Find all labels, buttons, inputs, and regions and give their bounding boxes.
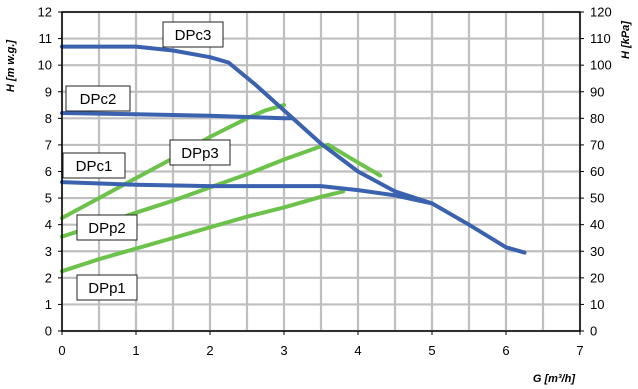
y2-axis-label: H [kPa] — [620, 21, 632, 59]
x-tick-label: 7 — [576, 343, 583, 358]
callout-label: DPc2 — [80, 91, 117, 108]
y2-tick-label: 120 — [590, 5, 612, 20]
y-tick-label: 4 — [45, 217, 52, 232]
callout-box — [162, 21, 224, 48]
series-line-dpc1 — [60, 180, 434, 206]
series-line-dpp1 — [60, 189, 346, 274]
callout-label: DPp2 — [88, 220, 126, 237]
x-tick-label: 0 — [58, 343, 65, 358]
y2-tick-label: 70 — [590, 137, 604, 152]
series-line-dpc3 — [60, 44, 527, 255]
grid — [60, 10, 582, 333]
callout-label: DPc3 — [175, 27, 212, 44]
callout-dpc2: DPc2 — [65, 85, 131, 112]
y-tick-label: 2 — [45, 270, 52, 285]
x-tick-label: 5 — [428, 343, 435, 358]
y2-tick-label: 20 — [590, 270, 604, 285]
callout-box — [65, 85, 131, 112]
y-tick-label: 8 — [45, 111, 52, 126]
y2-tick-label: 80 — [590, 111, 604, 126]
y2-tick-label: 50 — [590, 191, 604, 206]
x-tick-label: 1 — [132, 343, 139, 358]
y-tick-label: 12 — [38, 5, 52, 20]
series-line-dpc2 — [60, 111, 294, 121]
y2-tick-label: 110 — [590, 31, 611, 46]
y2-tick-label: 0 — [590, 324, 597, 339]
callout-label: DPp1 — [88, 280, 126, 297]
callout-box — [76, 274, 138, 301]
series-callouts: DPc3 DPc2 DPc1 DPp3 DPp2 DPp1 — [62, 21, 231, 301]
callout-label: DPc1 — [76, 158, 113, 175]
callout-box — [62, 152, 126, 179]
x-tick-label: 4 — [354, 343, 361, 358]
callout-dpp3: DPp3 — [169, 139, 231, 166]
y-tick-label: 10 — [38, 58, 52, 73]
y-tick-label: 7 — [45, 137, 52, 152]
x-tick-label: 6 — [502, 343, 509, 358]
y2-tick-label: 40 — [590, 217, 604, 232]
y-tick-label: 0 — [45, 324, 52, 339]
x-tick-label: 3 — [280, 343, 287, 358]
y-tick-label: 3 — [45, 244, 52, 259]
callout-label: DPp3 — [181, 145, 219, 162]
y2-tick-label: 30 — [590, 244, 604, 259]
x-tick-label: 2 — [206, 343, 213, 358]
y2-tick-label: 90 — [590, 84, 604, 99]
axes-ticks: 0123456789101112010203040506070809010011… — [38, 5, 612, 359]
y2-tick-label: 60 — [590, 164, 604, 179]
y-axis-label: H [m w.g.] — [5, 40, 17, 92]
y2-tick-label: 10 — [590, 297, 604, 312]
callout-dpc1: DPc1 — [62, 152, 126, 179]
y-tick-label: 9 — [45, 84, 52, 99]
y2-tick-label: 100 — [590, 58, 612, 73]
y-tick-label: 6 — [45, 164, 52, 179]
x-axis-label: G [m³/h] — [533, 373, 575, 385]
callout-dpp2: DPp2 — [76, 214, 138, 241]
callout-dpp1: DPp1 — [76, 274, 138, 301]
y-tick-label: 5 — [45, 191, 52, 206]
y-tick-label: 1 — [45, 297, 52, 312]
callout-box — [76, 214, 138, 241]
callout-box — [169, 139, 231, 166]
y-tick-label: 11 — [39, 31, 53, 46]
callout-dpc3: DPc3 — [162, 21, 224, 48]
